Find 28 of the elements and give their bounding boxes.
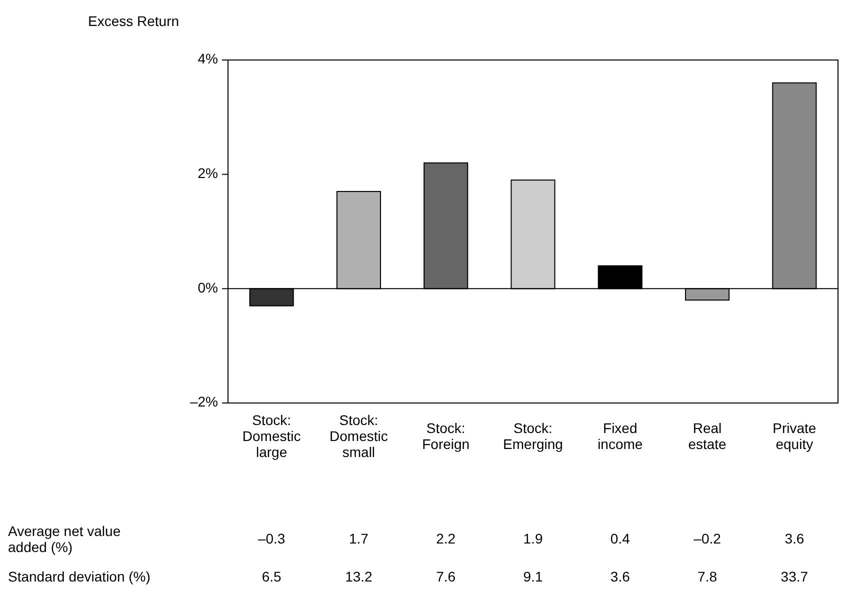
data-label: 1.7 — [348, 530, 369, 547]
text: 6.5 — [262, 568, 282, 585]
data-label: 3.6 — [784, 530, 804, 547]
y-tick-label: 2% — [198, 165, 218, 182]
data-label: –0.3 — [258, 530, 286, 547]
data-label: 2.2 — [436, 530, 456, 547]
y-tick-label: 4% — [198, 50, 218, 67]
x-tick-label: Stock: Emerging — [503, 420, 563, 452]
x-tick-label: Stock: Foreign — [422, 420, 470, 452]
text: 33.7 — [780, 568, 808, 585]
text: 9.1 — [523, 568, 543, 585]
x-tick-label: Private equity — [772, 420, 816, 452]
data-label: 0.4 — [610, 530, 630, 547]
x-tick-label: Real estate — [688, 420, 727, 452]
y-axis-title: Excess Return — [88, 13, 180, 29]
text: 3.6 — [610, 568, 630, 585]
text: 13.2 — [345, 568, 373, 585]
text: Average net value added (%) — [8, 522, 121, 555]
text: 7.6 — [436, 568, 456, 585]
data-label: 1.9 — [523, 530, 543, 547]
x-tick-label: Stock: Domestic large — [242, 412, 301, 460]
text: Standard deviation (%) — [8, 568, 150, 585]
y-tick-label: 0% — [198, 279, 218, 296]
text: 7.8 — [698, 568, 718, 585]
y-tick-label: –2% — [190, 394, 218, 410]
x-tick-label: Stock: Domestic small — [330, 412, 388, 460]
x-tick-label: Fixed income — [598, 420, 643, 452]
data-label: –0.2 — [694, 530, 722, 547]
